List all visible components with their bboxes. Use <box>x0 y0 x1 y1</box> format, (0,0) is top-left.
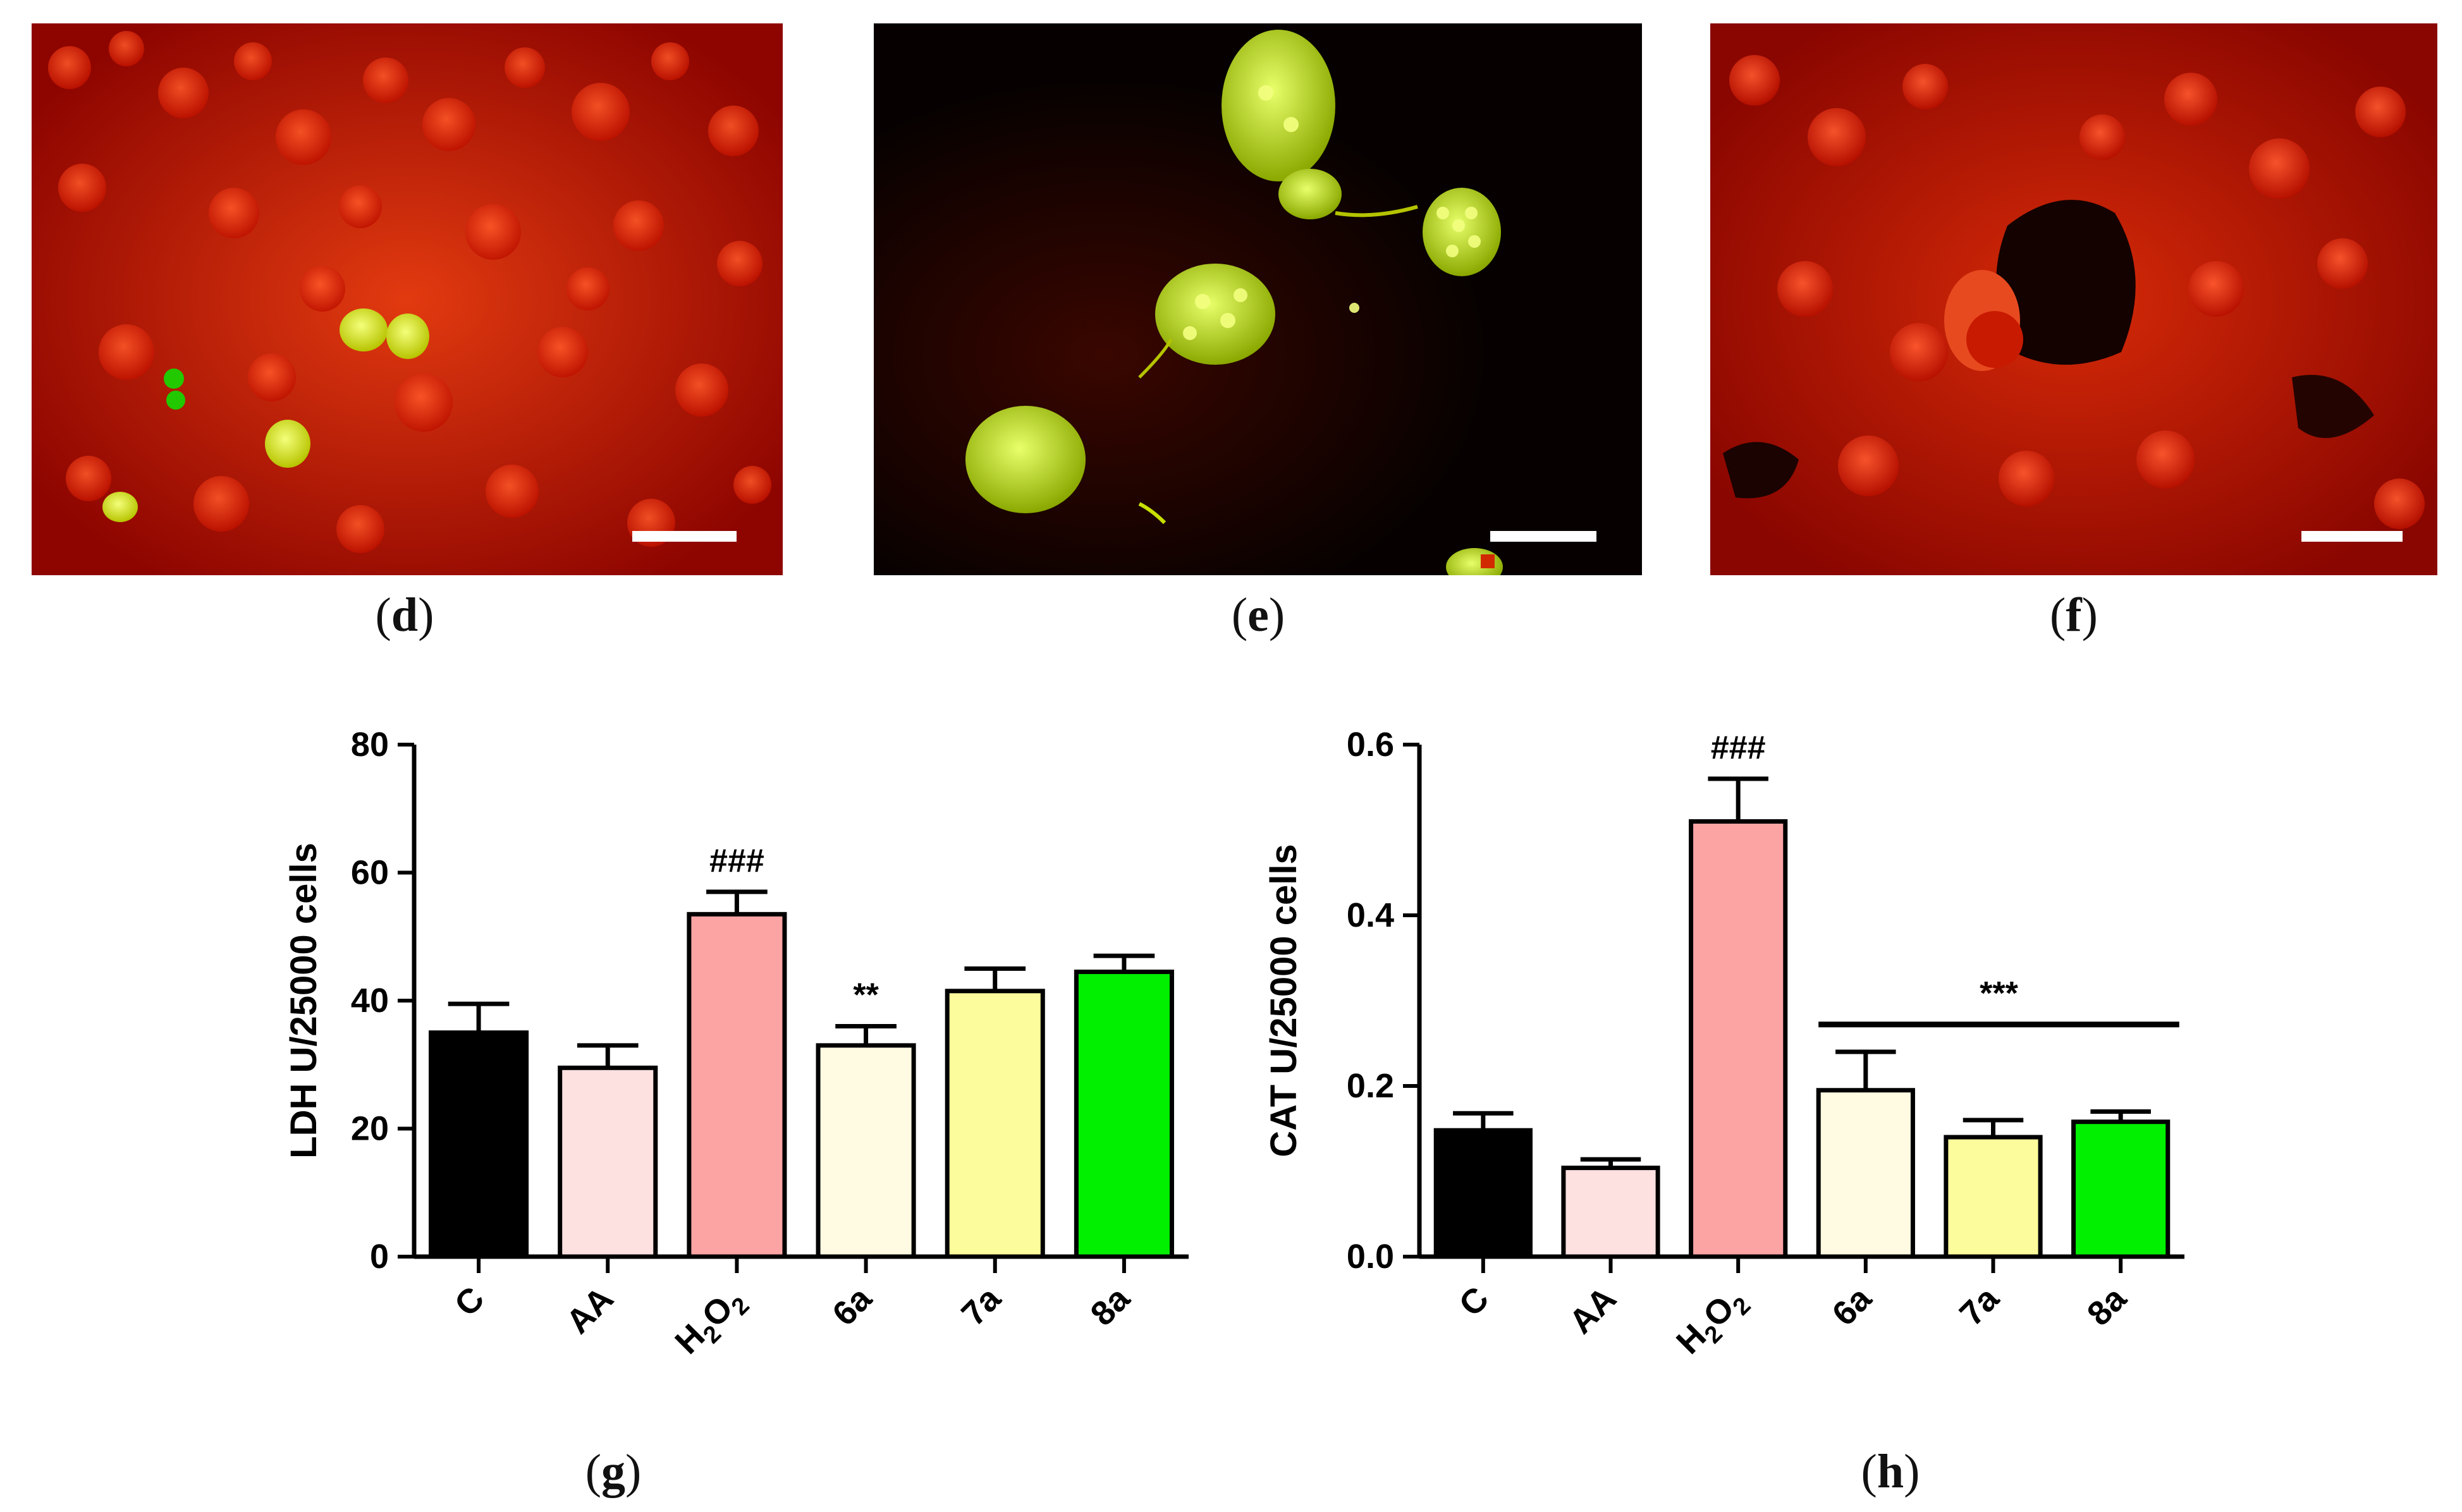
micrograph-f <box>1710 23 2437 575</box>
bar <box>816 1043 916 1259</box>
bar <box>558 1065 658 1259</box>
x-tick-label: AA <box>559 1279 621 1341</box>
y-axis-label: LDH U/25000 cells <box>283 843 324 1159</box>
significance-label: *** <box>1980 975 2018 1012</box>
bar <box>1816 1088 1915 1259</box>
panel-label-e: (e) <box>1231 588 1285 642</box>
bar <box>687 911 787 1259</box>
x-tick-label: 6a <box>825 1279 879 1333</box>
y-tick-label: 60 <box>351 854 389 892</box>
y-tick-label: 0.0 <box>1347 1238 1394 1276</box>
micrograph-d <box>32 23 783 575</box>
panel-label-g: (g) <box>585 1445 642 1498</box>
panel-label-h: (h) <box>1861 1445 1920 1498</box>
panel-label-f: (f) <box>2050 588 2098 642</box>
x-tick-label: C <box>1452 1279 1496 1324</box>
y-axis-label: CAT U/25000 cells <box>1263 844 1304 1157</box>
y-tick-label: 0.4 <box>1347 896 1394 934</box>
x-tick-label: AA <box>1562 1279 1624 1341</box>
bar <box>429 1030 529 1259</box>
y-tick-label: 0.2 <box>1347 1067 1394 1105</box>
y-tick-label: 40 <box>351 982 389 1020</box>
y-tick-label: 80 <box>351 726 389 764</box>
bar <box>1074 969 1174 1259</box>
x-tick-label: 8a <box>2080 1279 2134 1333</box>
chart-ldh: 0 20 40 60 80 LDH U/25000 cells C AA H2O2 6a 7a 8a #… <box>283 726 1189 1366</box>
y-tick-label: 20 <box>351 1110 389 1148</box>
x-tick-label: 7a <box>954 1279 1008 1333</box>
chart-cat: 0.0 0.2 0.4 0.6 CAT U/25000 cells C AA H2O2 6a 7a… <box>1263 726 2184 1366</box>
x-tick-label: C <box>448 1279 492 1324</box>
panel-label-d: (d) <box>375 588 434 642</box>
y-tick-label: 0.6 <box>1347 726 1394 764</box>
significance-label: ** <box>853 977 879 1014</box>
bar <box>1433 1128 1533 1259</box>
bar <box>1689 819 1788 1259</box>
bar <box>945 989 1045 1259</box>
x-tick-label: 8a <box>1083 1279 1137 1333</box>
x-tick-label: H2O2 <box>668 1279 754 1366</box>
micrograph-e <box>874 23 1642 575</box>
significance-label: ### <box>1711 729 1766 766</box>
significance-label: ### <box>709 843 764 879</box>
bar <box>1561 1166 1660 1259</box>
y-tick-label: 0 <box>370 1238 389 1276</box>
x-tick-label: 7a <box>1952 1279 2007 1333</box>
bar <box>2071 1119 2171 1259</box>
bar <box>1944 1135 2043 1259</box>
x-tick-label: 6a <box>1825 1279 1879 1333</box>
x-tick-label: H2O2 <box>1669 1279 1756 1366</box>
